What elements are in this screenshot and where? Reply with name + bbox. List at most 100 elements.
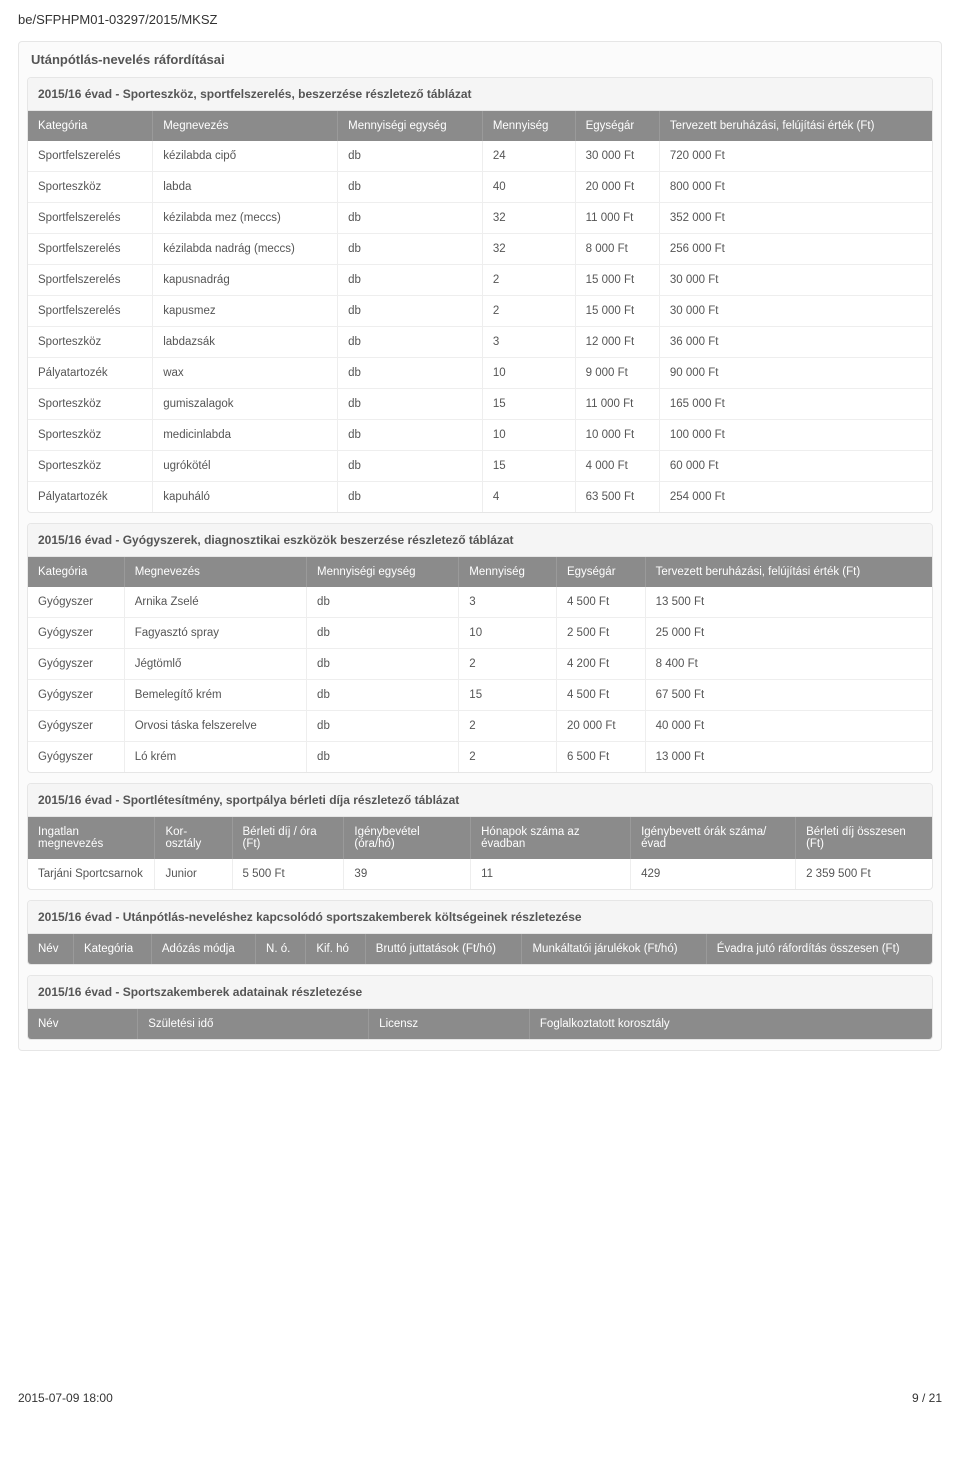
table-cell: db [338,327,483,358]
table-cell: kézilabda mez (meccs) [153,203,338,234]
column-header: Munkáltatói járulékok (Ft/hó) [522,934,706,964]
table-cell: kapusmez [153,296,338,327]
column-header: Egységár [556,557,645,587]
table-cell: 30 000 Ft [575,141,659,172]
table2-title: 2015/16 évad - Gyógyszerek, diagnosztika… [28,524,932,557]
table1-subsection: 2015/16 évad - Sporteszköz, sportfelszer… [27,77,933,513]
column-header: Ingatlan megnevezés [28,817,155,859]
column-header: Évadra jutó ráfordítás összesen (Ft) [706,934,932,964]
table-cell: Junior [155,859,232,889]
table-cell: 36 000 Ft [659,327,932,358]
table-cell: db [307,680,459,711]
table-row: Sportfelszereléskapusmezdb215 000 Ft30 0… [28,296,932,327]
table-row: GyógyszerLó krémdb26 500 Ft13 000 Ft [28,742,932,773]
table-cell: 800 000 Ft [659,172,932,203]
table-cell: db [307,587,459,618]
table-row: Pályatartozékkapuhálódb463 500 Ft254 000… [28,482,932,513]
table-cell: 2 359 500 Ft [796,859,932,889]
table-cell: Arnika Zselé [124,587,306,618]
table-cell: 256 000 Ft [659,234,932,265]
table-cell: 4 500 Ft [556,587,645,618]
column-header: Mennyiségi egység [338,111,483,141]
table-cell: Sportfelszerelés [28,265,153,296]
column-header: Kategória [28,557,124,587]
table-row: GyógyszerJégtömlődb24 200 Ft8 400 Ft [28,649,932,680]
table-row: Sportfelszereléskapusnadrágdb215 000 Ft3… [28,265,932,296]
table2-subsection: 2015/16 évad - Gyógyszerek, diagnosztika… [27,523,933,773]
column-header: Bérleti díj összesen (Ft) [796,817,932,859]
column-header: Egységár [575,111,659,141]
table-cell: 15 000 Ft [575,265,659,296]
table3: Ingatlan megnevezésKor-osztályBérleti dí… [28,817,932,889]
table-cell: db [338,265,483,296]
table-cell: 2 500 Ft [556,618,645,649]
table-cell: 32 [482,203,575,234]
table-cell: 4 500 Ft [556,680,645,711]
table1-title: 2015/16 évad - Sporteszköz, sportfelszer… [28,78,932,111]
table-row: Tarjáni SportcsarnokJunior5 500 Ft391142… [28,859,932,889]
table-cell: 30 000 Ft [659,296,932,327]
table-cell: Sporteszköz [28,451,153,482]
table-cell: 40 [482,172,575,203]
column-header: Foglalkoztatott korosztály [529,1009,932,1039]
table-cell: db [338,482,483,513]
table-cell: db [338,389,483,420]
column-header: Bruttó juttatások (Ft/hó) [365,934,522,964]
section-title: Utánpótlás-nevelés ráfordításai [19,42,941,77]
table-cell: 32 [482,234,575,265]
table-cell: 6 500 Ft [556,742,645,773]
table-cell: ugrókötél [153,451,338,482]
table-cell: 15 000 Ft [575,296,659,327]
table-cell: 40 000 Ft [645,711,932,742]
table-cell: 39 [344,859,471,889]
table-cell: Sporteszköz [28,420,153,451]
table-cell: 8 400 Ft [645,649,932,680]
table-cell: 2 [482,296,575,327]
table-cell: Sporteszköz [28,389,153,420]
table-cell: labdazsák [153,327,338,358]
table-cell: db [307,742,459,773]
table4: NévKategóriaAdózás módjaN. ó.Kif. hóBrut… [28,934,932,964]
table-cell: 2 [459,711,557,742]
table-cell: 63 500 Ft [575,482,659,513]
table-row: Sporteszközlabdazsákdb312 000 Ft36 000 F… [28,327,932,358]
table-cell: kézilabda cipő [153,141,338,172]
table-cell: 20 000 Ft [575,172,659,203]
table-cell: db [338,296,483,327]
table-cell: medicinlabda [153,420,338,451]
table-cell: db [338,420,483,451]
column-header: Kif. hó [306,934,365,964]
table-row: Sportfelszereléskézilabda mez (meccs)db3… [28,203,932,234]
table-cell: wax [153,358,338,389]
table-row: GyógyszerArnika Zselédb34 500 Ft13 500 F… [28,587,932,618]
table5: NévSzületési időLicenszFoglalkoztatott k… [28,1009,932,1039]
table-cell: 4 000 Ft [575,451,659,482]
footer-page: 9 / 21 [912,1391,942,1405]
column-header: Megnevezés [124,557,306,587]
table-cell: 67 500 Ft [645,680,932,711]
table-cell: db [307,711,459,742]
column-header: Adózás módja [151,934,255,964]
table3-title: 2015/16 évad - Sportlétesítmény, sportpá… [28,784,932,817]
column-header: Kategória [73,934,151,964]
table-cell: 11 [471,859,631,889]
table-row: Pályatartozékwaxdb109 000 Ft90 000 Ft [28,358,932,389]
table-cell: kézilabda nadrág (meccs) [153,234,338,265]
table-cell: 165 000 Ft [659,389,932,420]
table-cell: 8 000 Ft [575,234,659,265]
page-footer: 2015-07-09 18:00 9 / 21 [18,1391,942,1405]
table-cell: 24 [482,141,575,172]
table-cell: 2 [459,649,557,680]
table-cell: 10 [482,420,575,451]
table-cell: 100 000 Ft [659,420,932,451]
column-header: Kategória [28,111,153,141]
main-section: Utánpótlás-nevelés ráfordításai 2015/16 … [18,41,942,1051]
table-cell: db [338,358,483,389]
column-header: Mennyiség [482,111,575,141]
column-header: Tervezett beruházási, felújítási érték (… [645,557,932,587]
table-cell: Fagyasztó spray [124,618,306,649]
table-cell: db [338,234,483,265]
table-cell: 11 000 Ft [575,389,659,420]
table-cell: db [338,172,483,203]
column-header: Név [28,934,73,964]
